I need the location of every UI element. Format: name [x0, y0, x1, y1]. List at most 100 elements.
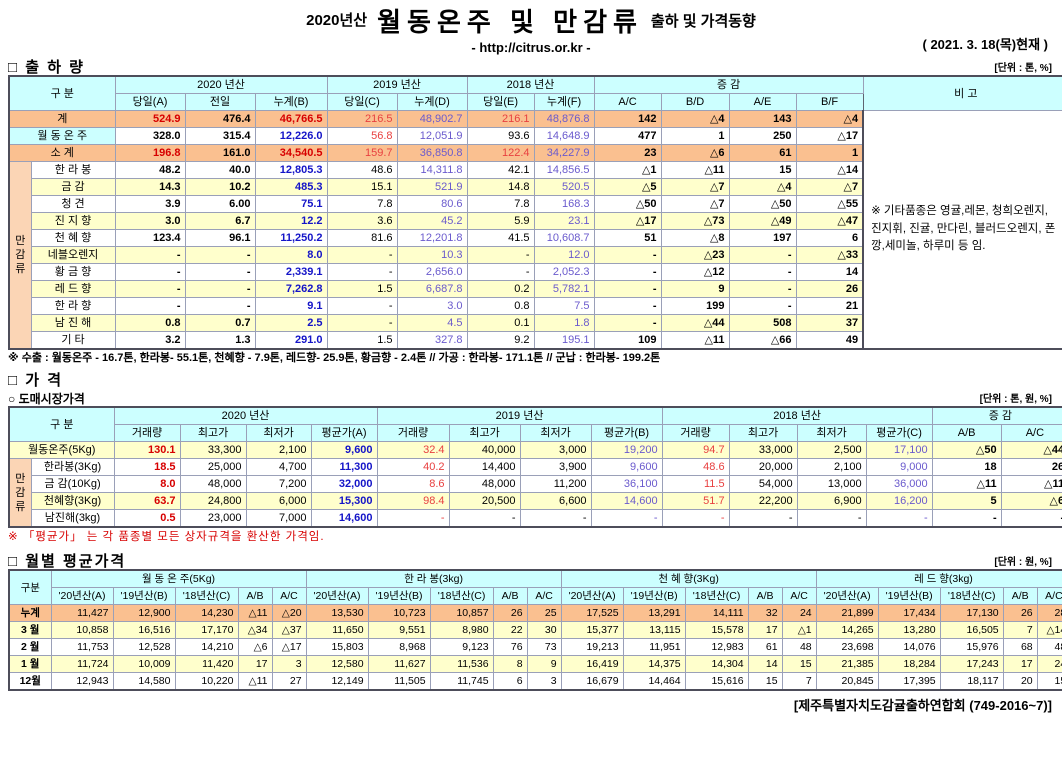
monthly-cell: 16,516 [112, 621, 176, 639]
shipment-cell: 197 [728, 229, 797, 247]
sub-col-header: '19년산(B) [877, 587, 941, 605]
col-header-gubun: 구 분 [8, 75, 116, 111]
shipment-cell: 122.4 [466, 144, 535, 162]
monthly-cell: 68 [1002, 638, 1038, 656]
monthly-cell: 9,123 [429, 638, 494, 656]
shipment-cell: 291.0 [254, 331, 328, 350]
row-label: 청 견 [30, 195, 116, 213]
shipment-cell: △6 [660, 144, 730, 162]
row-label: 천혜향(3Kg) [30, 492, 115, 510]
shipment-cell: △7 [660, 195, 730, 213]
monthly-cell: 14 [747, 655, 783, 673]
monthly-cell: 8,980 [429, 621, 494, 639]
shipment-cell: △14 [795, 161, 864, 179]
monthly-cell: 10,220 [174, 672, 239, 691]
shipment-cell: 34,227.9 [533, 144, 595, 162]
monthly-cell: 20,845 [815, 672, 879, 691]
monthly-cell: 14,230 [174, 604, 239, 622]
price-cell: 33,300 [179, 441, 247, 459]
shipment-cell: 2.5 [254, 314, 328, 332]
monthly-cell: 11,650 [305, 621, 369, 639]
monthly-cell: 12,528 [112, 638, 176, 656]
shipment-cell: 14 [795, 263, 864, 281]
price-cell: 5 [931, 492, 1002, 510]
price-cell: - [590, 509, 663, 528]
shipment-cell: 36,850.8 [396, 144, 468, 162]
shipment-cell: - [466, 263, 535, 281]
shipment-cell: 1 [795, 144, 864, 162]
shipment-cell: - [184, 280, 256, 298]
monthly-cell: 12,149 [305, 672, 369, 691]
shipment-cell: 14.8 [466, 178, 535, 196]
shipment-cell: - [593, 280, 662, 298]
shipment-cell: 34,540.5 [254, 144, 328, 162]
shipment-cell: 6.7 [184, 212, 256, 230]
monthly-cell: 11,505 [367, 672, 431, 691]
shipment-cell: 81.6 [326, 229, 398, 247]
monthly-cell: 11,427 [50, 604, 114, 622]
row-label: 레 드 향 [30, 280, 116, 298]
shipment-cell: △5 [593, 178, 662, 196]
price-cell: 9,000 [865, 458, 933, 476]
shipment-cell: - [114, 280, 186, 298]
monthly-cell: 20 [1002, 672, 1038, 691]
monthly-cell: 19,213 [560, 638, 624, 656]
col-header-2018: 2018 년산 [466, 75, 595, 94]
price-cell: 14,600 [310, 509, 378, 528]
shipment-cell: 56.8 [326, 127, 398, 145]
shipment-cell: 477 [593, 127, 662, 145]
sub-col-header: '18년산(C) [429, 587, 494, 605]
monthly-cell: 23,698 [815, 638, 879, 656]
shipment-cell: △66 [728, 331, 797, 350]
price-cell: 40.2 [376, 458, 450, 476]
row-label: 진 지 향 [30, 212, 116, 230]
report-date: ( 2021. 3. 18(목)현재 ) [922, 37, 1048, 52]
sub-col-header: 평균가(B) [590, 424, 663, 442]
monthly-cell: 17,525 [560, 604, 624, 622]
monthly-cell: 11,627 [367, 655, 431, 673]
monthly-cell: 14,076 [877, 638, 941, 656]
monthly-cell: 15 [781, 655, 817, 673]
sub-col-header: 누계(F) [533, 93, 595, 111]
sub-col-header: '19년산(B) [112, 587, 176, 605]
price-unit-label: [단위 : 톤, 원, %] [979, 394, 1052, 405]
monthly-cell: 3 [526, 672, 562, 691]
sub-col-header: A/C [1036, 587, 1062, 605]
shipment-cell: 41.5 [466, 229, 535, 247]
price-cell: 26 [1000, 458, 1062, 476]
monthly-cell: △37 [271, 621, 307, 639]
shipment-cell: 14,648.9 [533, 127, 595, 145]
row-label: 1 월 [8, 655, 52, 673]
monthly-cell: 26 [492, 604, 528, 622]
monthly-cell: 16,419 [560, 655, 624, 673]
shipment-cell: 21 [795, 297, 864, 315]
shipment-cell: 1 [660, 127, 730, 145]
price-cell: 18.5 [113, 458, 181, 476]
monthly-cell: 12,943 [50, 672, 114, 691]
price-cell: 3,900 [519, 458, 592, 476]
monthly-cell: 21,899 [815, 604, 879, 622]
shipment-cell: 8.0 [254, 246, 328, 264]
sub-col-header: '20년산(A) [560, 587, 624, 605]
title-suffix: 출하 및 가격동향 [650, 13, 756, 30]
shipment-cell: 476.4 [184, 110, 256, 128]
price-cell: 14,400 [448, 458, 521, 476]
shipment-cell: △17 [795, 127, 864, 145]
price-cell: - [376, 509, 450, 528]
price-cell: - [519, 509, 592, 528]
price-section-title: □ 가 격 [8, 372, 63, 389]
shipment-cell: 10.3 [396, 246, 468, 264]
price-table: 구 분 2020 년산 2019 년산 2018 년산 증 감 거래량 최고가 최저가 평균가(… [8, 406, 1062, 528]
price-cell: △44 [1000, 441, 1062, 459]
price-cell: 19,200 [590, 441, 663, 459]
shipment-cell: △55 [795, 195, 864, 213]
col-header-2020: 2020 년산 [113, 406, 378, 425]
citrus-url-link[interactable]: - http://citrus.or.kr - [471, 40, 591, 55]
shipment-cell: 23 [593, 144, 662, 162]
price-cell: 18 [931, 458, 1002, 476]
monthly-cell: 13,115 [622, 621, 686, 639]
monthly-section-title: □ 월별 평균가격 [8, 553, 127, 570]
col-header-gubun: 구 분 [8, 406, 115, 442]
monthly-cell: 11,745 [429, 672, 494, 691]
price-cell: 2,100 [245, 441, 312, 459]
